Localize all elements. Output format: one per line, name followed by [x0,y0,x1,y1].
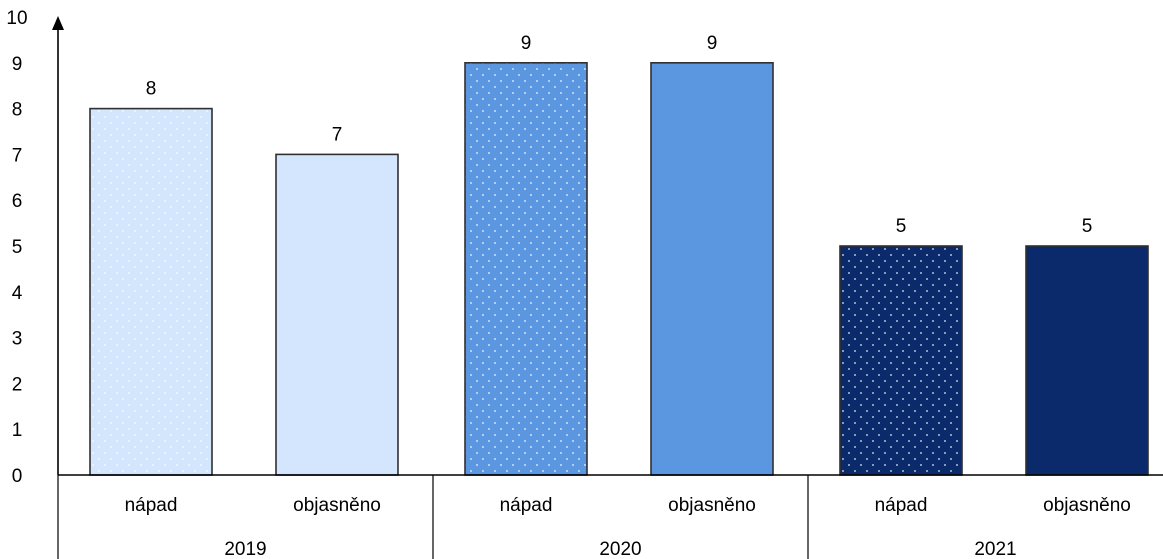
x-group-label-2019: 2019 [224,539,266,559]
bar-2021-napad [839,245,963,476]
y-tick-label-0: 0 [12,466,23,487]
x-category-label: nápad [875,495,928,516]
bar-value-labels: 8 7 9 9 5 5 [146,33,1093,237]
x-category-label: objasněno [668,495,756,516]
bar-2021-objasneno [1025,245,1149,476]
y-tick-label-3: 3 [12,329,23,350]
y-tick-label-7: 7 [12,145,23,166]
x-category-label: objasněno [293,495,381,516]
y-axis-arrow [52,16,64,30]
bars [89,61,1149,476]
x-group-label-2020: 2020 [599,539,641,559]
x-group-label-2021: 2021 [974,539,1016,559]
x-category-label: nápad [500,495,553,516]
y-tick-label-6: 6 [12,191,23,212]
x-axis-category-labels: nápad objasněno 2019 nápad objasněno 2020 nápa… [125,495,1131,559]
bar-2020-objasneno [650,61,774,476]
y-tick-label-2: 2 [12,374,23,395]
y-tick-label-8: 8 [12,100,23,121]
bar-2019-napad [89,107,213,476]
bar-value-label: 7 [332,124,343,145]
y-tick-label-9: 9 [12,54,23,75]
bar-value-label: 9 [521,33,532,54]
bar-value-label: 5 [1082,216,1093,237]
bar-value-label: 8 [146,79,157,100]
y-axis-tick-labels: 0 1 2 3 4 5 6 7 8 9 10 [6,8,27,487]
bar-value-label: 9 [707,33,718,54]
bar-value-label: 5 [896,216,907,237]
axes [52,16,1163,559]
y-tick-label-5: 5 [12,237,23,258]
y-tick-label-10: 10 [6,8,27,29]
x-category-label: nápad [125,495,178,516]
bar-2020-napad [464,61,588,476]
bar-2019-objasneno [275,153,399,476]
y-tick-label-1: 1 [12,420,23,441]
y-tick-label-4: 4 [12,283,23,304]
x-category-label: objasněno [1043,495,1131,516]
